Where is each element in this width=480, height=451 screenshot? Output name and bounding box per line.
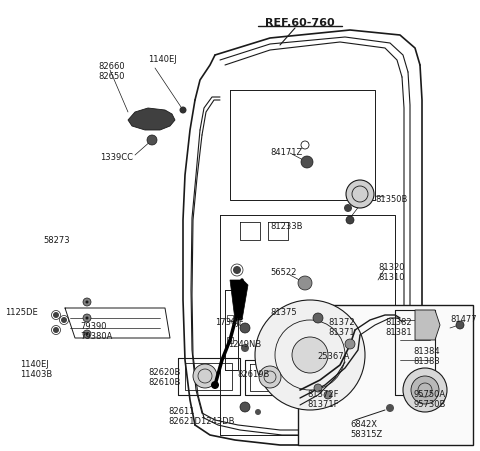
Bar bbox=[298, 305, 473, 445]
Circle shape bbox=[346, 216, 354, 224]
Circle shape bbox=[386, 404, 394, 412]
Circle shape bbox=[314, 384, 322, 392]
Text: 81372F
81371F: 81372F 81371F bbox=[307, 390, 338, 410]
Circle shape bbox=[240, 402, 250, 412]
Circle shape bbox=[85, 332, 88, 336]
Circle shape bbox=[83, 314, 91, 322]
Text: 81233B: 81233B bbox=[270, 222, 302, 231]
Circle shape bbox=[85, 300, 88, 304]
Circle shape bbox=[147, 135, 157, 145]
Circle shape bbox=[301, 156, 313, 168]
Circle shape bbox=[211, 381, 219, 389]
Circle shape bbox=[83, 298, 91, 306]
Text: 1140EJ: 1140EJ bbox=[148, 55, 177, 64]
Text: 58273: 58273 bbox=[43, 236, 70, 245]
Circle shape bbox=[255, 409, 261, 415]
Text: 84171Z: 84171Z bbox=[270, 148, 302, 157]
Text: 82620B
82610B: 82620B 82610B bbox=[148, 368, 180, 387]
Circle shape bbox=[61, 317, 67, 323]
Text: 56522: 56522 bbox=[270, 268, 296, 277]
Circle shape bbox=[240, 323, 250, 333]
Text: 1339CC: 1339CC bbox=[100, 153, 133, 162]
Text: 95750A
95730B: 95750A 95730B bbox=[413, 390, 445, 410]
Circle shape bbox=[241, 344, 249, 352]
Text: 81350B: 81350B bbox=[375, 195, 408, 204]
Text: 81372
81371: 81372 81371 bbox=[328, 318, 355, 337]
Polygon shape bbox=[230, 280, 248, 320]
Circle shape bbox=[83, 330, 91, 338]
Text: 81382
81381: 81382 81381 bbox=[385, 318, 412, 337]
Text: 82611
82621D1243DB: 82611 82621D1243DB bbox=[168, 407, 235, 426]
Text: 1249NB: 1249NB bbox=[228, 340, 261, 349]
Circle shape bbox=[193, 364, 217, 388]
Circle shape bbox=[456, 321, 464, 329]
Text: 82660
82650: 82660 82650 bbox=[98, 62, 125, 81]
Circle shape bbox=[233, 266, 241, 274]
Bar bbox=[227, 315, 233, 321]
Circle shape bbox=[53, 327, 59, 333]
Circle shape bbox=[298, 276, 312, 290]
Text: REF.60-760: REF.60-760 bbox=[265, 18, 335, 28]
Text: 25367A: 25367A bbox=[317, 352, 349, 361]
Text: 79390
79380A: 79390 79380A bbox=[80, 322, 112, 341]
Circle shape bbox=[345, 339, 355, 349]
Text: 1730JF: 1730JF bbox=[215, 318, 244, 327]
Circle shape bbox=[411, 376, 439, 404]
Circle shape bbox=[346, 180, 374, 208]
Circle shape bbox=[255, 300, 365, 410]
Circle shape bbox=[403, 368, 447, 412]
Circle shape bbox=[85, 317, 88, 319]
Circle shape bbox=[180, 106, 187, 114]
Circle shape bbox=[292, 337, 328, 373]
Circle shape bbox=[344, 204, 352, 212]
Circle shape bbox=[259, 366, 281, 388]
Circle shape bbox=[324, 391, 332, 399]
Text: 82619B: 82619B bbox=[237, 370, 269, 379]
Text: 6842X
58315Z: 6842X 58315Z bbox=[350, 420, 382, 439]
Text: 1140EJ
11403B: 1140EJ 11403B bbox=[20, 360, 52, 379]
Text: 81320
81310: 81320 81310 bbox=[378, 263, 405, 282]
Bar bbox=[227, 337, 233, 343]
Circle shape bbox=[313, 313, 323, 323]
Polygon shape bbox=[128, 108, 175, 130]
Text: 81375: 81375 bbox=[270, 308, 297, 317]
Polygon shape bbox=[415, 310, 440, 340]
Circle shape bbox=[53, 312, 59, 318]
Text: 1125DE: 1125DE bbox=[5, 308, 38, 317]
Text: 81384
81383: 81384 81383 bbox=[413, 347, 440, 366]
Text: 81477: 81477 bbox=[450, 315, 477, 324]
